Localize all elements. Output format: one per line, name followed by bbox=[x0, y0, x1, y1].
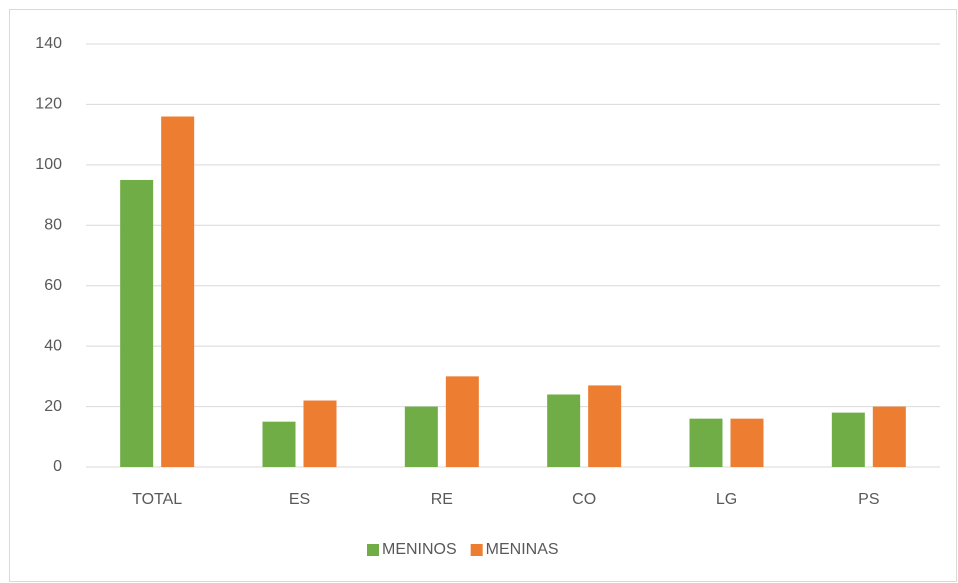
bar bbox=[262, 421, 296, 467]
legend-label: MENINOS bbox=[382, 541, 457, 558]
bar bbox=[445, 376, 479, 467]
y-tick-label: 140 bbox=[35, 35, 62, 52]
bar bbox=[730, 418, 764, 467]
y-tick-label: 100 bbox=[35, 156, 62, 173]
bar bbox=[547, 394, 581, 467]
x-tick-label: RE bbox=[431, 491, 453, 508]
bar bbox=[303, 400, 337, 467]
x-tick-label: CO bbox=[572, 491, 596, 508]
x-tick-label: TOTAL bbox=[132, 491, 182, 508]
y-tick-label: 0 bbox=[53, 458, 62, 475]
bar bbox=[588, 385, 622, 467]
legend-swatch bbox=[367, 544, 379, 556]
y-tick-label: 80 bbox=[44, 217, 62, 234]
bar bbox=[404, 406, 438, 467]
x-tick-label: LG bbox=[716, 491, 737, 508]
bar bbox=[872, 406, 906, 467]
legend-label: MENINAS bbox=[486, 541, 559, 558]
x-tick-label: ES bbox=[289, 491, 310, 508]
x-tick-label: PS bbox=[858, 491, 879, 508]
y-tick-label: 40 bbox=[44, 337, 62, 354]
bar bbox=[831, 412, 865, 467]
y-tick-label: 120 bbox=[35, 96, 62, 113]
y-tick-label: 20 bbox=[44, 398, 62, 415]
bar bbox=[120, 179, 154, 467]
legend-swatch bbox=[470, 544, 483, 556]
bar bbox=[689, 418, 723, 467]
bar bbox=[161, 116, 195, 467]
y-tick-label: 60 bbox=[44, 277, 62, 294]
